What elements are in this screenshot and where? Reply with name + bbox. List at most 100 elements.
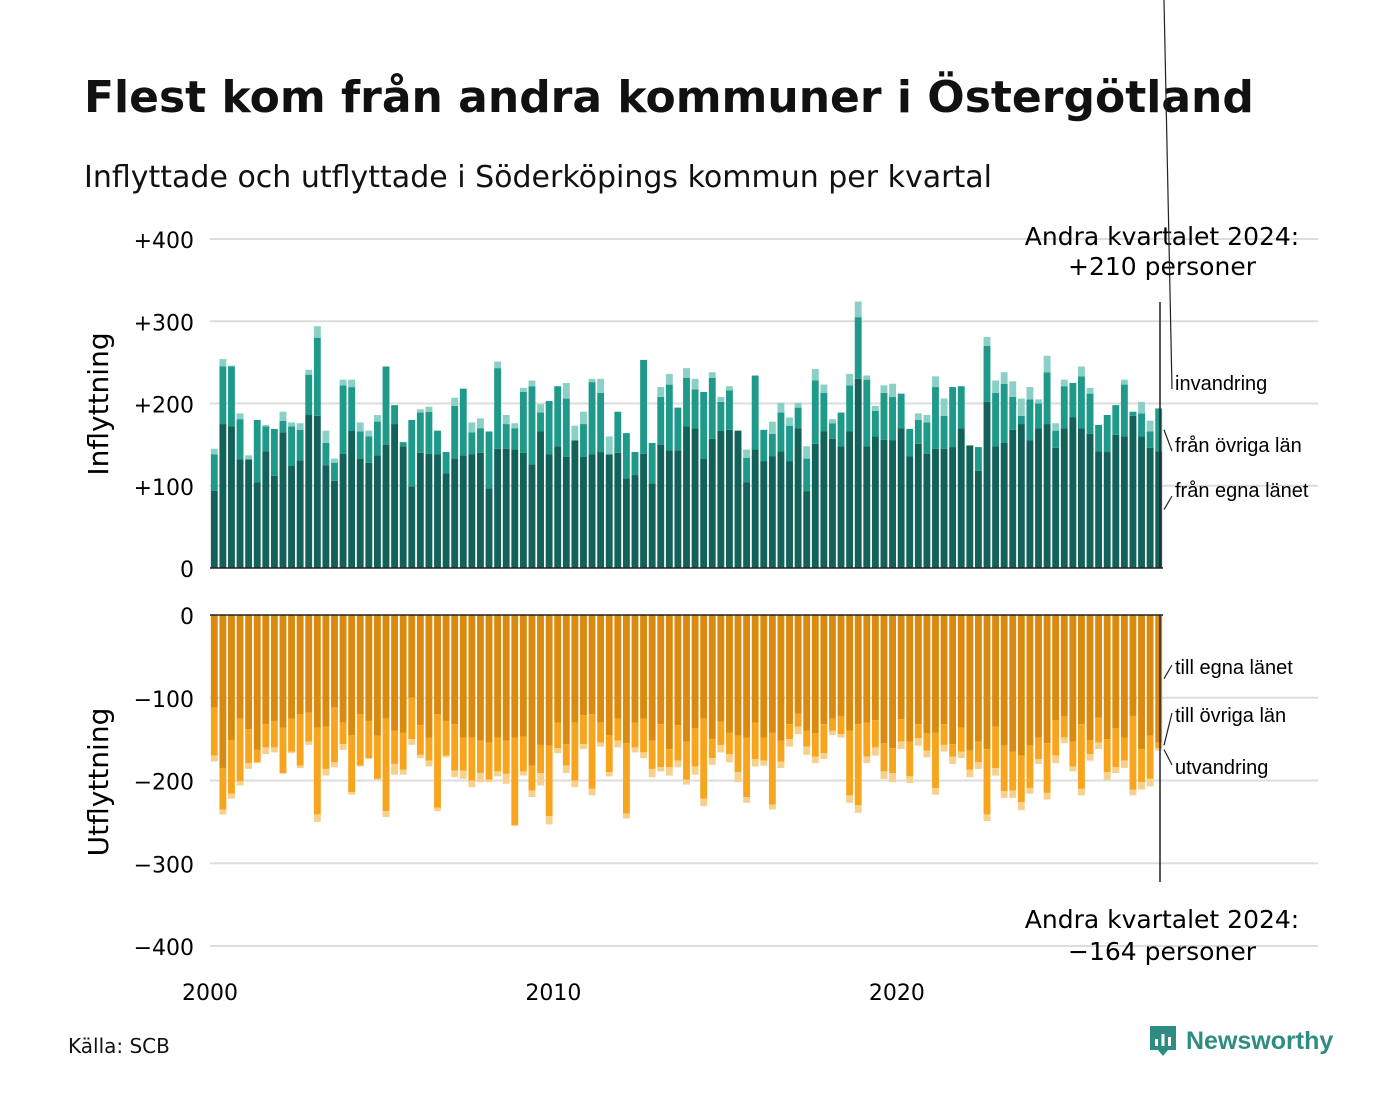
outflow-bar-segment bbox=[777, 740, 785, 762]
inflow-bar-segment bbox=[262, 424, 270, 427]
outflow-bar-segment bbox=[348, 734, 356, 793]
inflow-bar-segment bbox=[1112, 434, 1120, 568]
outflow-bar-segment bbox=[992, 726, 1000, 769]
outflow-bar-segment bbox=[373, 778, 381, 780]
inflow-bar-segment bbox=[339, 379, 347, 386]
outflow-bar-segment bbox=[313, 814, 321, 822]
inflow-bar-segment bbox=[580, 411, 587, 425]
y-tick-label: −400 bbox=[134, 936, 194, 961]
inflow-bar-segment bbox=[846, 385, 854, 432]
outflow-bar-segment bbox=[511, 615, 519, 738]
inflow-bar-segment bbox=[313, 415, 321, 568]
outflow-bar-segment bbox=[331, 762, 338, 768]
inflow-bar-segment bbox=[760, 461, 768, 568]
inflow-bar-segment bbox=[717, 401, 725, 431]
outflow-bar-segment bbox=[846, 730, 854, 796]
outflow-bar-segment bbox=[451, 615, 459, 725]
outflow-annotation-line2: −164 personer bbox=[1068, 937, 1257, 966]
outflow-bar-segment bbox=[700, 718, 708, 799]
outflow-bar-segment bbox=[1026, 745, 1034, 788]
outflow-bar-segment bbox=[957, 615, 965, 728]
outflow-bar-segment bbox=[511, 825, 519, 827]
outflow-bar-segment bbox=[253, 615, 261, 750]
outflow-bar-segment bbox=[442, 615, 450, 721]
outflow-bar-segment bbox=[236, 615, 244, 719]
outflow-bar-segment bbox=[228, 615, 235, 740]
y-tick-label: +100 bbox=[134, 476, 194, 501]
outflow-bar-segment bbox=[288, 751, 295, 754]
outflow-bar-segment bbox=[1009, 790, 1017, 798]
outflow-bar-segment bbox=[1017, 802, 1025, 811]
outflow-bar-segment bbox=[966, 750, 974, 770]
outflow-bar-segment bbox=[829, 718, 836, 731]
inflow-bar-segment bbox=[331, 480, 338, 568]
outflow-bar-segment bbox=[863, 722, 871, 757]
outflow-bar-segment bbox=[932, 615, 939, 733]
inflow-bar-segment bbox=[786, 425, 793, 462]
outflow-bar-segment bbox=[477, 615, 484, 741]
inflow-bar-segment bbox=[657, 444, 665, 569]
inflow-bar-segment bbox=[416, 452, 424, 568]
outflow-bar-segment bbox=[270, 747, 278, 753]
outflow-bar-segment bbox=[760, 615, 768, 738]
outflow-bar-segment bbox=[614, 740, 622, 748]
inflow-bar-segment bbox=[1146, 420, 1154, 432]
outflow-bar-segment bbox=[648, 615, 656, 741]
outflow-bar-segment bbox=[811, 733, 819, 757]
inflow-bar-segment bbox=[537, 412, 544, 432]
outflow-bar-segment bbox=[365, 720, 373, 759]
outflow-bar-segment bbox=[528, 765, 536, 791]
outflow-bar-segment bbox=[477, 740, 484, 774]
inflow-bar-segment bbox=[897, 428, 905, 568]
outflow-bar-segment bbox=[1138, 615, 1145, 750]
outflow-bar-segment bbox=[786, 724, 793, 740]
outflow-bar-segment bbox=[399, 769, 407, 775]
outflow-bar-segment bbox=[717, 721, 725, 745]
inflow-bar-segment bbox=[863, 446, 871, 568]
outflow-bar-segment bbox=[657, 767, 665, 772]
outflow-bar-segment bbox=[1146, 778, 1154, 787]
outflow-bar-segment bbox=[1103, 739, 1111, 773]
inflow-bar-segment bbox=[219, 359, 227, 367]
inflow-bar-segment bbox=[228, 426, 235, 568]
outflow-bar-segment bbox=[725, 732, 733, 755]
inflow-bar-segment bbox=[1043, 355, 1051, 373]
outflow-bar-segment bbox=[957, 727, 965, 752]
outflow-bar-segment bbox=[537, 773, 544, 786]
outflow-bar-segment bbox=[622, 743, 630, 814]
inflow-bar-segment bbox=[923, 415, 931, 423]
outflow-bar-segment bbox=[580, 615, 587, 716]
outflow-bar-segment bbox=[373, 615, 381, 736]
inflow-bar-segment bbox=[408, 419, 416, 487]
outflow-bar-segment bbox=[554, 748, 562, 754]
outflow-bar-segment bbox=[322, 615, 330, 727]
inflow-bar-segment bbox=[485, 488, 493, 568]
outflow-bar-segment bbox=[691, 615, 699, 729]
inflow-bar-segment bbox=[1138, 436, 1145, 568]
y-tick-label: +400 bbox=[134, 229, 194, 254]
inflow-bar-segment bbox=[777, 412, 785, 452]
outflow-bar-segment bbox=[940, 724, 948, 745]
inflow-bar-segment bbox=[871, 410, 879, 437]
inflow-bar-segment bbox=[1095, 424, 1103, 452]
outflow-bar-segment bbox=[640, 752, 648, 759]
inflow-bar-segment bbox=[494, 361, 502, 369]
inflow-bar-segment bbox=[880, 385, 888, 393]
outflow-bar-segment bbox=[451, 724, 459, 771]
outflow-bar-segment bbox=[614, 615, 622, 719]
outflow-bar-segment bbox=[588, 714, 596, 789]
outflow-bar-segment bbox=[605, 615, 613, 735]
series-label: från egna länet bbox=[1175, 480, 1309, 502]
inflow-bar-segment bbox=[871, 405, 879, 411]
outflow-bar-segment bbox=[1086, 739, 1094, 755]
outflow-bar-segment bbox=[786, 615, 793, 725]
inflow-bar-segment bbox=[253, 419, 261, 483]
outflow-bar-segment bbox=[871, 615, 879, 721]
inflow-bar-segment bbox=[768, 456, 776, 568]
inflow-bar-segment bbox=[889, 383, 896, 397]
inflow-bar-segment bbox=[562, 398, 570, 457]
inflow-bar-segment bbox=[348, 430, 356, 568]
inflow-bar-segment bbox=[348, 387, 356, 431]
outflow-bar-segment bbox=[416, 725, 424, 755]
inflow-bar-segment bbox=[1138, 413, 1145, 437]
